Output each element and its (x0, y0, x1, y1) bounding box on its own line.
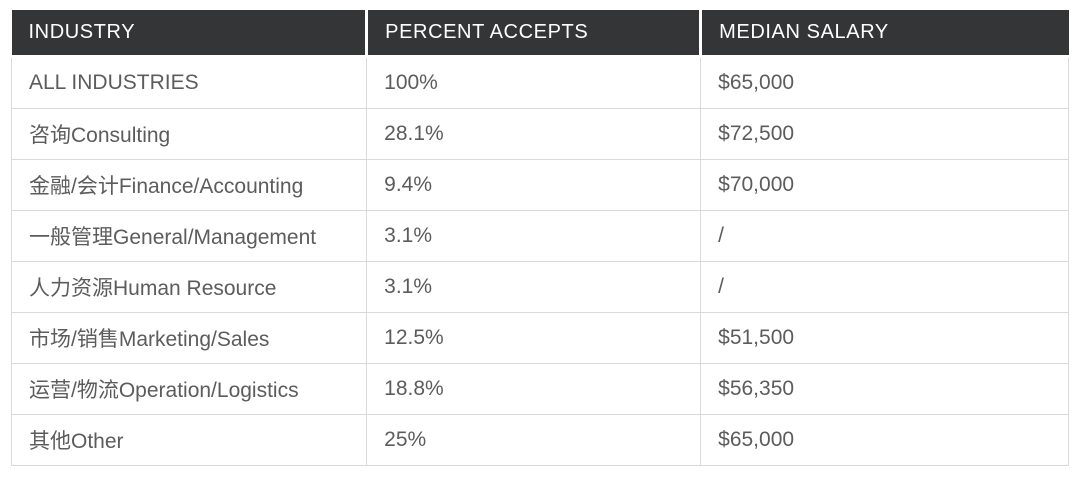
cell-percent-accepts: 12.5% (366, 312, 702, 364)
cell-median-salary: $56,350 (700, 363, 1069, 415)
cell-percent-accepts: 18.8% (366, 363, 702, 415)
header-row: INDUSTRY PERCENT ACCEPTS MEDIAN SALARY (11, 10, 1069, 58)
cell-industry: 一般管理General/Management (10, 210, 368, 262)
table-row: 咨询Consulting 28.1% $72,500 (10, 108, 1069, 160)
cell-industry: 人力资源Human Resource (10, 261, 368, 313)
cell-median-salary: / (700, 261, 1069, 313)
cell-median-salary: / (700, 210, 1069, 262)
cell-industry: ALL INDUSTRIES (10, 56, 368, 109)
cell-percent-accepts: 3.1% (366, 210, 702, 262)
column-header-industry: INDUSTRY (11, 10, 369, 58)
cell-median-salary: $51,500 (700, 312, 1069, 364)
table-body: ALL INDUSTRIES 100% $65,000 咨询Consulting 28.… (10, 56, 1069, 466)
column-header-percent-accepts: PERCENT ACCEPTS (365, 10, 703, 58)
table-row: 一般管理General/Management 3.1% / (10, 210, 1069, 262)
cell-median-salary: $70,000 (700, 159, 1069, 211)
table-row: ALL INDUSTRIES 100% $65,000 (10, 56, 1069, 109)
cell-industry: 咨询Consulting (10, 108, 368, 160)
cell-industry: 市场/销售Marketing/Sales (10, 312, 368, 364)
table-row: 市场/销售Marketing/Sales 12.5% $51,500 (10, 312, 1069, 364)
table-row: 运营/物流Operation/Logistics 18.8% $56,350 (10, 363, 1069, 415)
table-row: 人力资源Human Resource 3.1% / (10, 261, 1069, 313)
column-header-median-salary: MEDIAN SALARY (699, 10, 1069, 58)
industry-salary-table: INDUSTRY PERCENT ACCEPTS MEDIAN SALARY A… (10, 10, 1069, 466)
cell-industry: 金融/会计Finance/Accounting (10, 159, 368, 211)
cell-percent-accepts: 3.1% (366, 261, 702, 313)
cell-percent-accepts: 9.4% (366, 159, 702, 211)
table-row: 金融/会计Finance/Accounting 9.4% $70,000 (10, 159, 1069, 211)
cell-median-salary: $65,000 (700, 414, 1069, 466)
cell-percent-accepts: 28.1% (366, 108, 702, 160)
table-row: 其他Other 25% $65,000 (10, 414, 1069, 466)
cell-median-salary: $65,000 (700, 56, 1069, 109)
cell-median-salary: $72,500 (700, 108, 1069, 160)
cell-percent-accepts: 25% (366, 414, 702, 466)
cell-percent-accepts: 100% (366, 56, 702, 109)
cell-industry: 运营/物流Operation/Logistics (10, 363, 368, 415)
cell-industry: 其他Other (10, 414, 368, 466)
